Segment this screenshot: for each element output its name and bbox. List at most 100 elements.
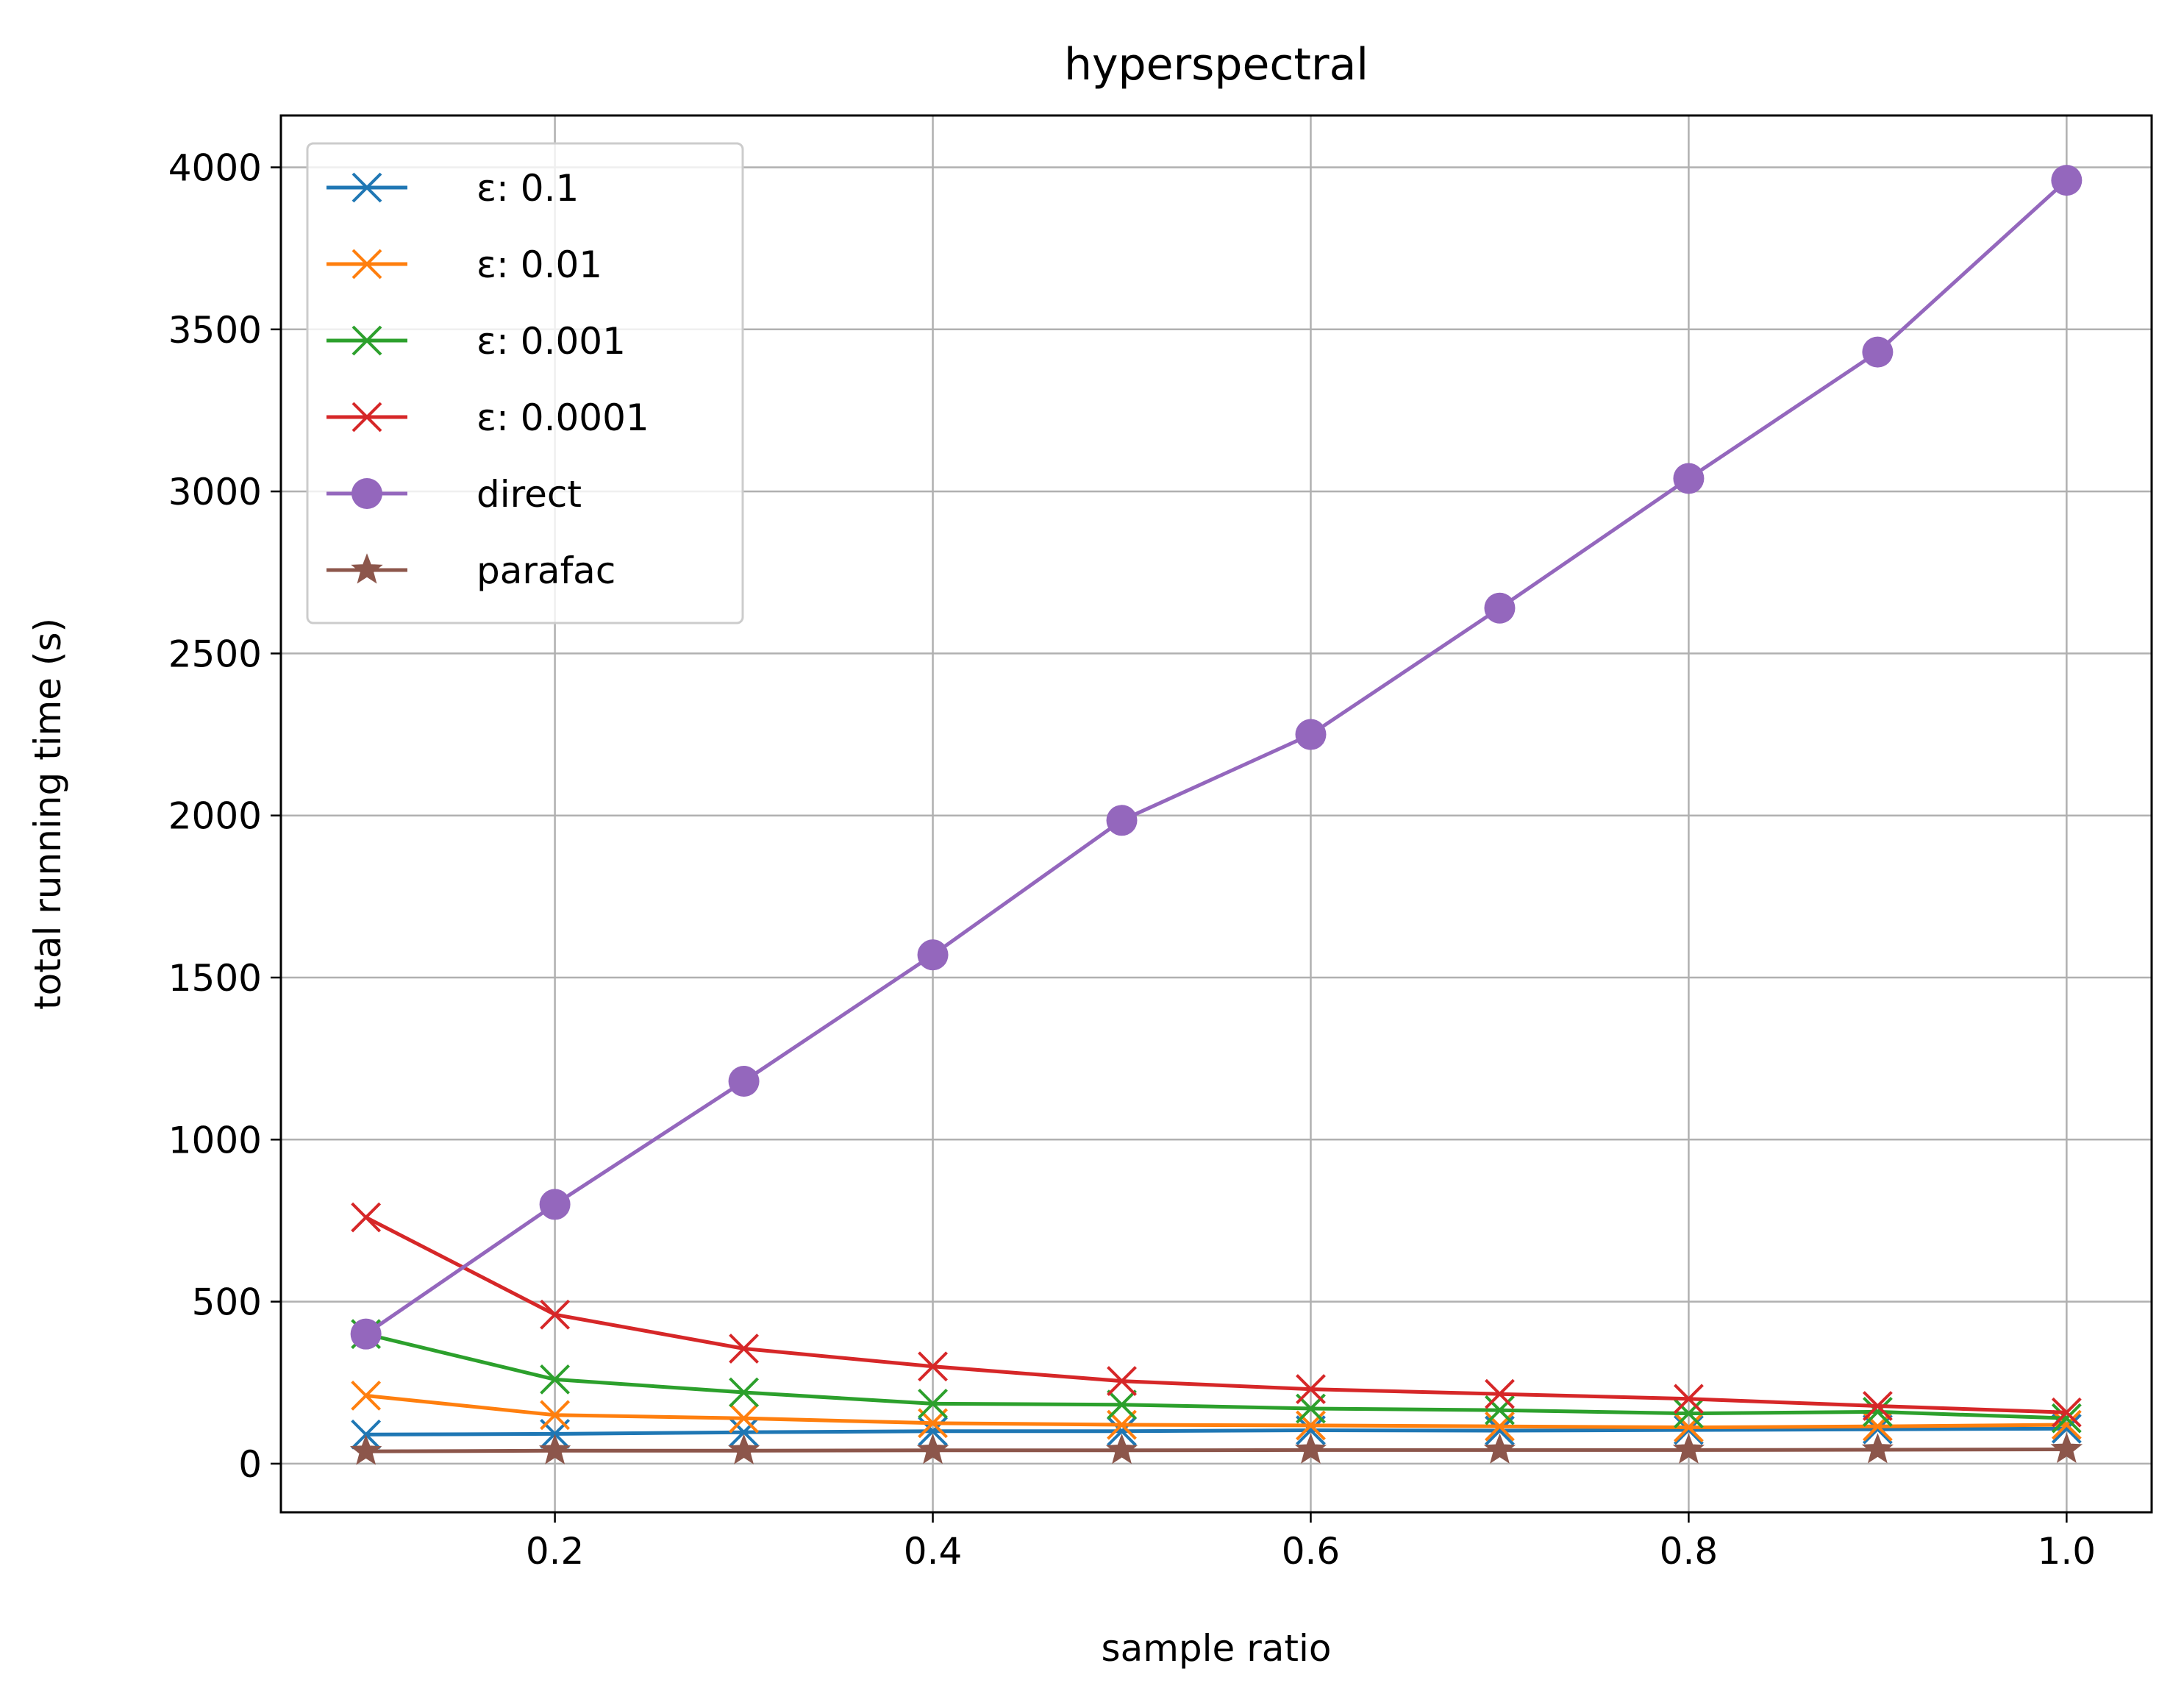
data-point <box>918 1388 948 1419</box>
legend-entry-1: ε: 0.01 <box>326 243 602 286</box>
series-line <box>365 1448 2067 1453</box>
data-point <box>2050 1432 2083 1463</box>
series-line <box>365 1393 2067 1430</box>
legend-label: ε: 0.001 <box>477 320 626 363</box>
y-tick-label: 1500 <box>168 957 262 1000</box>
data-point <box>351 1380 382 1411</box>
data-point <box>351 1202 382 1233</box>
series-line <box>365 179 2069 1336</box>
marker-stroke <box>1862 1396 1893 1427</box>
data-point <box>918 1351 948 1382</box>
marker-stroke <box>729 1403 759 1434</box>
axis-ticks: 0.2 0.4 0.6 0.8 1.0 0 500 1000 1500 2000 2500 3000 3… <box>168 146 2096 1573</box>
marker-stroke <box>2051 1403 2082 1434</box>
x-axis-label: sample ratio <box>1102 1627 1332 1670</box>
data-point <box>351 1419 382 1450</box>
marker-stroke <box>351 1419 382 1450</box>
y-axis-label: total running time (s) <box>26 618 69 1010</box>
x-tick-label: 0.2 <box>526 1530 585 1573</box>
marker-stroke <box>540 1364 571 1395</box>
marker-stroke <box>351 172 382 203</box>
data-point <box>1862 1396 1893 1427</box>
data-point <box>729 1377 759 1408</box>
data-point <box>729 1417 759 1448</box>
data-point <box>1484 592 1516 624</box>
series-line <box>365 1332 2067 1420</box>
series-3 <box>351 1202 2082 1428</box>
legend-entry-2: ε: 0.001 <box>326 320 626 363</box>
legend-label: ε: 0.1 <box>477 167 579 210</box>
data-point <box>729 1334 759 1364</box>
data-point <box>727 1434 760 1464</box>
legend-box <box>306 142 744 624</box>
legend-label: parafac <box>477 549 615 592</box>
marker-stroke <box>918 1351 948 1382</box>
data-point <box>728 1065 760 1097</box>
marker-stroke <box>351 1202 382 1233</box>
y-tick-label: 1000 <box>168 1119 262 1161</box>
data-point <box>350 1318 382 1350</box>
legend-label: ε: 0.01 <box>477 243 602 286</box>
y-tick-label: 3500 <box>168 309 262 352</box>
marker-stroke <box>1674 1384 1704 1414</box>
marker-stroke <box>2051 1413 2082 1444</box>
data-point <box>1861 1433 1894 1464</box>
legend-label: direct <box>477 473 582 516</box>
series-5 <box>349 1432 2083 1465</box>
data-point <box>2051 165 2083 196</box>
y-tick-label: 2500 <box>168 633 262 675</box>
marker-stroke <box>729 1377 759 1408</box>
marker-stroke <box>540 1400 571 1431</box>
grid <box>281 115 2152 1512</box>
marker-stroke <box>1674 1412 1704 1442</box>
legend-entry-4: direct <box>326 473 582 516</box>
marker-stroke <box>2051 1409 2082 1440</box>
marker-stroke <box>729 1334 759 1364</box>
marker-stroke <box>1485 1378 1515 1409</box>
data-point <box>1485 1411 1515 1442</box>
marker-stroke <box>1296 1374 1326 1404</box>
legend-marker <box>351 249 382 280</box>
legend-marker <box>351 172 382 203</box>
x-tick-label: 0.6 <box>1282 1530 1341 1573</box>
data-point <box>1862 1391 1893 1421</box>
marker-stroke <box>351 325 382 356</box>
data-point <box>1106 805 1138 836</box>
marker-stroke <box>2051 1397 2082 1428</box>
data-point <box>2051 1397 2082 1428</box>
data-point <box>916 1433 949 1464</box>
data-point <box>1105 1433 1138 1464</box>
legend-entry-5: parafac <box>326 549 615 592</box>
series-4 <box>350 165 2083 1350</box>
data-point <box>1674 1414 1704 1445</box>
marker-stroke <box>351 249 382 280</box>
legend-label: ε: 0.0001 <box>477 396 649 439</box>
legend-marker <box>351 402 382 433</box>
marker-stroke <box>1107 1389 1137 1420</box>
data-point <box>1485 1378 1515 1409</box>
legend-entry-3: ε: 0.0001 <box>326 396 649 439</box>
chart-title: hyperspectral <box>1064 39 1368 90</box>
legend-entry-0: ε: 0.1 <box>326 167 579 210</box>
marker-stroke <box>1485 1411 1515 1442</box>
data-point <box>1485 1395 1515 1425</box>
y-tick-label: 3000 <box>168 471 262 513</box>
legend: ε: 0.1 ε: 0.01 ε: 0.001 ε: 0.0001 direct para… <box>306 142 744 624</box>
data-point <box>1483 1433 1516 1464</box>
data-point <box>540 1400 571 1431</box>
marker-stroke <box>351 402 382 433</box>
marker-stroke <box>1674 1414 1704 1445</box>
data-point <box>1295 719 1327 750</box>
x-tick-label: 0.8 <box>1660 1530 1719 1573</box>
plot-area-frame <box>279 114 2153 1514</box>
marker-stroke <box>1107 1366 1137 1396</box>
marker-stroke <box>1107 1416 1137 1447</box>
data-point <box>1674 1398 1704 1429</box>
marker-stroke <box>1296 1415 1326 1445</box>
series-line <box>365 1215 2067 1414</box>
y-tick-label: 0 <box>238 1443 262 1486</box>
marker-stroke <box>1862 1391 1893 1421</box>
data-point <box>349 1434 382 1465</box>
data-point <box>1674 1412 1704 1442</box>
data-point <box>1107 1389 1137 1420</box>
